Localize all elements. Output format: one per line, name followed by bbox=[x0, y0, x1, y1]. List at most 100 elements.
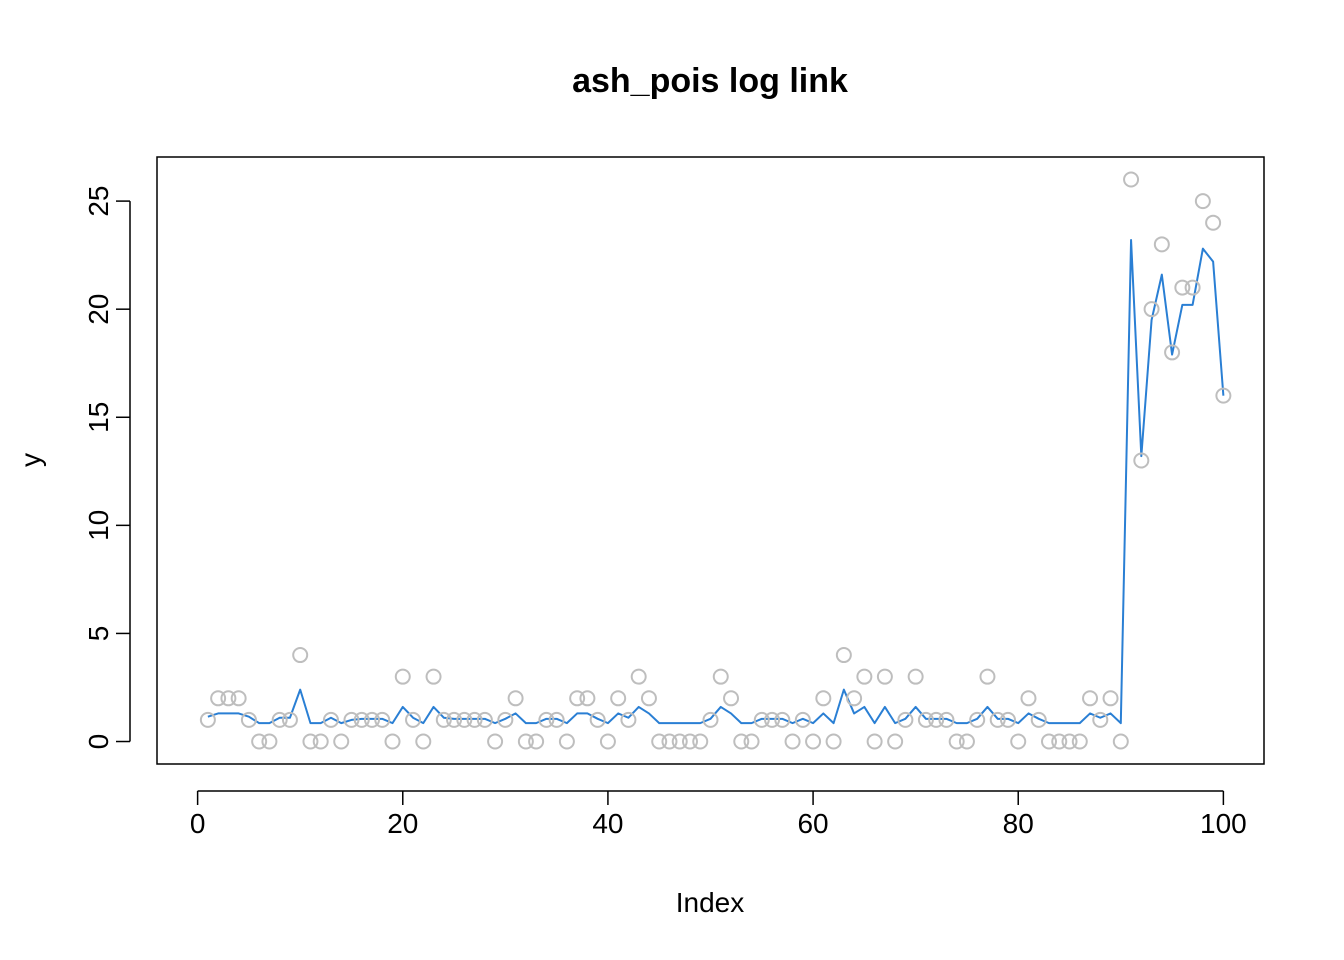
data-point bbox=[835, 647, 852, 664]
data-point bbox=[825, 733, 842, 750]
data-point bbox=[753, 711, 770, 728]
data-point bbox=[1112, 733, 1129, 750]
data-point bbox=[322, 711, 339, 728]
data-point bbox=[312, 733, 329, 750]
data-point bbox=[1092, 711, 1109, 728]
data-point bbox=[948, 733, 965, 750]
data-point bbox=[1010, 733, 1027, 750]
fitted-line bbox=[207, 239, 1225, 725]
data-point bbox=[384, 733, 401, 750]
data-point bbox=[415, 733, 432, 750]
x-tick-label: 100 bbox=[1200, 808, 1247, 839]
data-point bbox=[1061, 733, 1078, 750]
data-point bbox=[251, 733, 268, 750]
y-tick-label: 15 bbox=[83, 402, 114, 433]
data-point bbox=[271, 711, 288, 728]
data-point bbox=[538, 711, 555, 728]
data-point bbox=[435, 711, 452, 728]
data-point bbox=[702, 711, 719, 728]
data-point bbox=[1123, 171, 1140, 188]
y-axis-label: y bbox=[15, 453, 46, 467]
y-tick-label: 0 bbox=[83, 734, 114, 750]
data-point bbox=[958, 733, 975, 750]
data-point bbox=[507, 690, 524, 707]
data-point bbox=[1164, 344, 1181, 361]
data-point bbox=[979, 668, 996, 685]
data-point bbox=[374, 711, 391, 728]
data-point bbox=[528, 733, 545, 750]
data-point bbox=[405, 711, 422, 728]
y-tick-label: 10 bbox=[83, 510, 114, 541]
data-point bbox=[589, 711, 606, 728]
data-point bbox=[815, 690, 832, 707]
data-point bbox=[517, 733, 534, 750]
plot-area-frame bbox=[156, 156, 1265, 765]
data-point bbox=[999, 711, 1016, 728]
data-point bbox=[1215, 387, 1232, 404]
data-point bbox=[569, 690, 586, 707]
data-point bbox=[938, 711, 955, 728]
data-point bbox=[712, 668, 729, 685]
data-point bbox=[199, 711, 216, 728]
data-point bbox=[487, 733, 504, 750]
fitted-line-series bbox=[207, 239, 1225, 725]
data-point bbox=[651, 733, 668, 750]
data-point bbox=[1174, 279, 1191, 296]
data-point bbox=[456, 711, 473, 728]
data-point bbox=[876, 668, 893, 685]
data-point bbox=[1194, 193, 1211, 210]
data-point bbox=[989, 711, 1006, 728]
data-point bbox=[230, 690, 247, 707]
x-tick-label: 40 bbox=[592, 808, 623, 839]
data-point bbox=[302, 733, 319, 750]
data-point bbox=[446, 711, 463, 728]
data-point bbox=[210, 690, 227, 707]
data-point bbox=[846, 690, 863, 707]
data-point bbox=[733, 733, 750, 750]
data-point bbox=[1051, 733, 1068, 750]
data-point bbox=[784, 733, 801, 750]
data-point bbox=[292, 647, 309, 664]
data-point bbox=[1082, 690, 1099, 707]
y-axis: 0 5 10 15 20 25 bbox=[83, 186, 131, 750]
data-point bbox=[856, 668, 873, 685]
data-point bbox=[1153, 236, 1170, 253]
y-tick-label: 20 bbox=[83, 294, 114, 325]
data-point bbox=[220, 690, 237, 707]
data-point bbox=[1143, 301, 1160, 318]
data-point bbox=[353, 711, 370, 728]
data-point bbox=[1030, 711, 1047, 728]
x-tick-label: 60 bbox=[797, 808, 828, 839]
observed-points-series bbox=[199, 171, 1232, 750]
data-point bbox=[866, 733, 883, 750]
data-point bbox=[620, 711, 637, 728]
data-point bbox=[363, 711, 380, 728]
data-point bbox=[969, 711, 986, 728]
data-point bbox=[887, 733, 904, 750]
data-point bbox=[1102, 690, 1119, 707]
data-point bbox=[907, 668, 924, 685]
data-point bbox=[1184, 279, 1201, 296]
data-point bbox=[640, 690, 657, 707]
x-axis: 0 20 40 60 80 100 bbox=[190, 790, 1247, 839]
data-point bbox=[281, 711, 298, 728]
data-point bbox=[1020, 690, 1037, 707]
data-point bbox=[579, 690, 596, 707]
data-point bbox=[1205, 214, 1222, 231]
data-point bbox=[425, 668, 442, 685]
data-point bbox=[764, 711, 781, 728]
data-point bbox=[681, 733, 698, 750]
data-point bbox=[261, 733, 278, 750]
data-point bbox=[599, 733, 616, 750]
data-point bbox=[743, 733, 760, 750]
data-point bbox=[723, 690, 740, 707]
data-point bbox=[661, 733, 678, 750]
x-axis-label: Index bbox=[676, 887, 745, 918]
y-tick-label: 5 bbox=[83, 626, 114, 642]
data-point bbox=[1041, 733, 1058, 750]
data-point bbox=[928, 711, 945, 728]
x-tick-label: 80 bbox=[1003, 808, 1034, 839]
data-point bbox=[897, 711, 914, 728]
data-point bbox=[558, 733, 575, 750]
